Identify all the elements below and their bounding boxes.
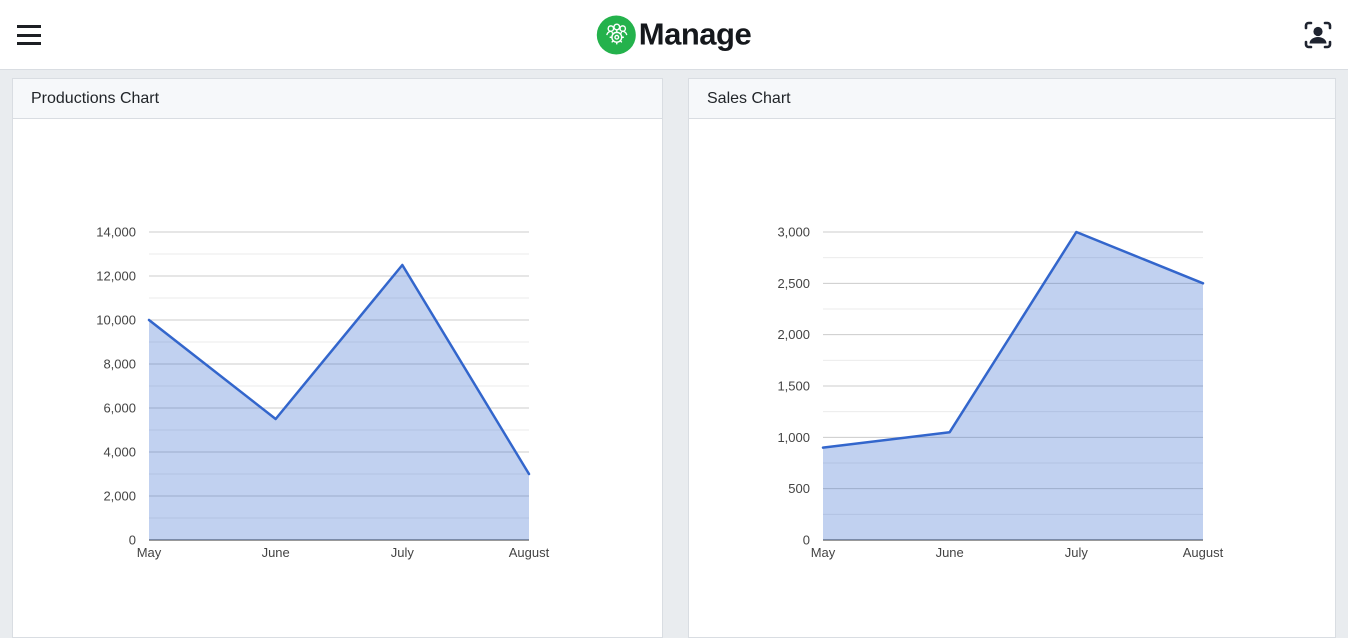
productions-card-body: 0 2,000 4,000 6,000 8,000 10,000 12,000 14,000 M…: [13, 119, 662, 637]
svg-text:0: 0: [129, 533, 136, 548]
svg-text:2,500: 2,500: [777, 276, 810, 291]
svg-text:July: July: [1065, 545, 1089, 560]
svg-text:500: 500: [788, 481, 810, 496]
svg-text:12,000: 12,000: [96, 269, 136, 284]
logo-icon: [596, 15, 636, 54]
productions-card-title: Productions Chart: [13, 79, 662, 119]
svg-text:May: May: [811, 545, 836, 560]
svg-text:3,000: 3,000: [777, 225, 810, 240]
svg-text:1,000: 1,000: [777, 430, 810, 445]
svg-text:0: 0: [803, 533, 810, 548]
svg-text:June: June: [936, 545, 964, 560]
svg-text:14,000: 14,000: [96, 225, 136, 240]
svg-text:July: July: [391, 545, 415, 560]
sales-chart-card: Sales Chart 0 500 1,000 1,500 2,000 2,500 3,00…: [688, 78, 1336, 638]
svg-text:10,000: 10,000: [96, 313, 136, 328]
sales-card-body: 0 500 1,000 1,500 2,000 2,500 3,000 May June July…: [689, 119, 1335, 637]
svg-text:8,000: 8,000: [103, 357, 136, 372]
logo-text: Manage: [638, 16, 752, 52]
svg-text:June: June: [262, 545, 290, 560]
logo-link[interactable]: Manage: [596, 15, 752, 54]
svg-text:May: May: [137, 545, 162, 560]
svg-text:1,500: 1,500: [777, 379, 810, 394]
sales-card-title: Sales Chart: [689, 79, 1335, 119]
svg-text:2,000: 2,000: [777, 327, 810, 342]
productions-chart-card: Productions Chart 0 2,000 4,000 6,000 8,000 1…: [12, 78, 663, 638]
hamburger-menu-icon[interactable]: [17, 25, 41, 45]
productions-chart-canvas[interactable]: 0 2,000 4,000 6,000 8,000 10,000 12,000 14,000 M…: [13, 119, 662, 619]
account-button[interactable]: [1301, 18, 1335, 52]
svg-text:4,000: 4,000: [103, 445, 136, 460]
app-header: Manage: [0, 0, 1348, 70]
svg-text:August: August: [1183, 545, 1224, 560]
svg-text:August: August: [509, 545, 550, 560]
user-frame-icon: [1304, 21, 1332, 49]
svg-text:2,000: 2,000: [103, 489, 136, 504]
sales-chart-canvas[interactable]: 0 500 1,000 1,500 2,000 2,500 3,000 May June July…: [689, 119, 1335, 619]
svg-text:6,000: 6,000: [103, 401, 136, 416]
